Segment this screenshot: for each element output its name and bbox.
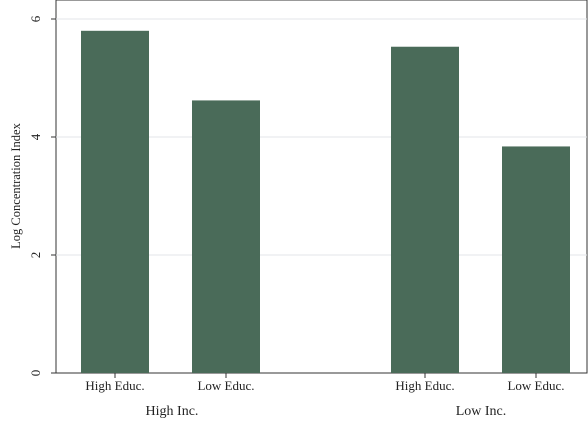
bars xyxy=(81,30,570,374)
y-axis: 0 2 4 6 xyxy=(28,15,56,376)
y-tick-label: 2 xyxy=(28,252,43,259)
x-tick-label: High Educ. xyxy=(85,378,144,393)
x-tick-label: Low Educ. xyxy=(197,378,254,393)
bar xyxy=(81,30,149,374)
x-axis: High Educ. Low Educ.High Inc.High Educ. Lo… xyxy=(85,373,565,419)
plot-frame xyxy=(55,0,588,374)
bar xyxy=(192,100,260,374)
y-tick-label: 4 xyxy=(28,133,43,140)
group-label: High Inc. xyxy=(146,404,199,419)
y-tick-label: 6 xyxy=(28,15,43,22)
bar xyxy=(391,46,459,373)
bar xyxy=(502,146,570,373)
x-tick-label: Low Educ. xyxy=(507,378,564,393)
y-tick-label: 0 xyxy=(28,370,43,377)
group-label: Low Inc. xyxy=(456,404,507,419)
y-axis-label: Log Concentration Index xyxy=(9,122,23,248)
x-tick-label: High Educ. xyxy=(395,378,454,393)
